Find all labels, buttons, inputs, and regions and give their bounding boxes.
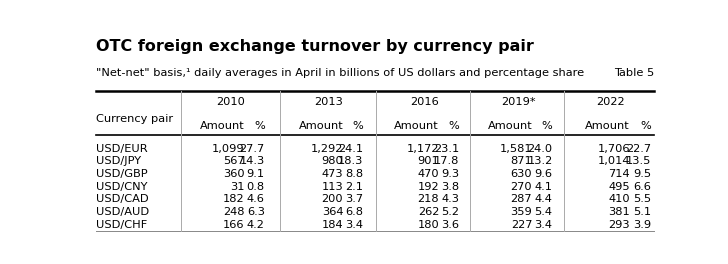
Text: Table 5: Table 5 bbox=[614, 68, 654, 78]
Text: 470: 470 bbox=[417, 169, 439, 179]
Text: 24.0: 24.0 bbox=[527, 144, 553, 154]
Text: 2010: 2010 bbox=[216, 97, 245, 107]
Text: 3.7: 3.7 bbox=[345, 194, 363, 204]
Text: 3.9: 3.9 bbox=[633, 220, 652, 230]
Text: 18.3: 18.3 bbox=[338, 156, 363, 166]
Text: 980: 980 bbox=[322, 156, 343, 166]
Text: 901: 901 bbox=[417, 156, 439, 166]
Text: USD/CNY: USD/CNY bbox=[95, 182, 147, 192]
Text: 0.8: 0.8 bbox=[247, 182, 265, 192]
Text: 17.8: 17.8 bbox=[434, 156, 459, 166]
Text: 293: 293 bbox=[608, 220, 630, 230]
Text: 3.4: 3.4 bbox=[534, 220, 553, 230]
Text: OTC foreign exchange turnover by currency pair: OTC foreign exchange turnover by currenc… bbox=[95, 39, 534, 54]
Text: 714: 714 bbox=[608, 169, 630, 179]
Text: 5.5: 5.5 bbox=[633, 194, 652, 204]
Text: 9.6: 9.6 bbox=[534, 169, 553, 179]
Text: 4.1: 4.1 bbox=[534, 182, 553, 192]
Text: 1,292: 1,292 bbox=[311, 144, 343, 154]
Text: 22.7: 22.7 bbox=[626, 144, 652, 154]
Text: 31: 31 bbox=[230, 182, 245, 192]
Text: 1,581: 1,581 bbox=[499, 144, 532, 154]
Text: %: % bbox=[542, 121, 553, 131]
Text: 9.5: 9.5 bbox=[633, 169, 652, 179]
Text: USD/EUR: USD/EUR bbox=[95, 144, 147, 154]
Text: 24.1: 24.1 bbox=[339, 144, 363, 154]
Text: 2.1: 2.1 bbox=[346, 182, 363, 192]
Text: 410: 410 bbox=[608, 194, 630, 204]
Text: 2013: 2013 bbox=[314, 97, 344, 107]
Text: 359: 359 bbox=[510, 207, 532, 217]
Text: 248: 248 bbox=[223, 207, 245, 217]
Text: 13.5: 13.5 bbox=[626, 156, 652, 166]
Text: %: % bbox=[254, 121, 265, 131]
Text: 218: 218 bbox=[417, 194, 439, 204]
Text: USD/CHF: USD/CHF bbox=[95, 220, 147, 230]
Text: 287: 287 bbox=[510, 194, 532, 204]
Text: 262: 262 bbox=[418, 207, 439, 217]
Text: 4.2: 4.2 bbox=[247, 220, 265, 230]
Text: 630: 630 bbox=[510, 169, 532, 179]
Text: USD/CAD: USD/CAD bbox=[95, 194, 148, 204]
Text: 360: 360 bbox=[223, 169, 245, 179]
Text: 2022: 2022 bbox=[596, 97, 625, 107]
Text: 8.8: 8.8 bbox=[345, 169, 363, 179]
Text: 9.1: 9.1 bbox=[247, 169, 265, 179]
Text: 3.4: 3.4 bbox=[346, 220, 363, 230]
Text: 4.3: 4.3 bbox=[441, 194, 459, 204]
Text: 2019*: 2019* bbox=[501, 97, 535, 107]
Text: 2016: 2016 bbox=[411, 97, 440, 107]
Text: 381: 381 bbox=[608, 207, 630, 217]
Text: 1,099: 1,099 bbox=[212, 144, 245, 154]
Text: 871: 871 bbox=[510, 156, 532, 166]
Text: "Net-net" basis,¹ daily averages in April in billions of US dollars and percenta: "Net-net" basis,¹ daily averages in Apri… bbox=[95, 68, 584, 78]
Text: 184: 184 bbox=[322, 220, 343, 230]
Text: %: % bbox=[353, 121, 363, 131]
Text: 192: 192 bbox=[417, 182, 439, 192]
Text: Currency pair: Currency pair bbox=[95, 114, 173, 124]
Text: Amount: Amount bbox=[298, 121, 343, 131]
Text: 1,014: 1,014 bbox=[597, 156, 630, 166]
Text: 473: 473 bbox=[322, 169, 343, 179]
Text: 182: 182 bbox=[223, 194, 245, 204]
Text: 3.6: 3.6 bbox=[441, 220, 459, 230]
Text: %: % bbox=[641, 121, 652, 131]
Text: 200: 200 bbox=[322, 194, 343, 204]
Text: USD/AUD: USD/AUD bbox=[95, 207, 149, 217]
Text: 13.2: 13.2 bbox=[527, 156, 553, 166]
Text: 567: 567 bbox=[223, 156, 245, 166]
Text: %: % bbox=[448, 121, 459, 131]
Text: 6.3: 6.3 bbox=[247, 207, 265, 217]
Text: 23.1: 23.1 bbox=[434, 144, 459, 154]
Text: USD/JPY: USD/JPY bbox=[95, 156, 141, 166]
Text: 1,706: 1,706 bbox=[597, 144, 630, 154]
Text: Amount: Amount bbox=[199, 121, 245, 131]
Text: 4.6: 4.6 bbox=[247, 194, 265, 204]
Text: 9.3: 9.3 bbox=[441, 169, 459, 179]
Text: Amount: Amount bbox=[488, 121, 532, 131]
Text: 270: 270 bbox=[510, 182, 532, 192]
Text: 5.2: 5.2 bbox=[441, 207, 459, 217]
Text: 180: 180 bbox=[417, 220, 439, 230]
Text: 27.7: 27.7 bbox=[240, 144, 265, 154]
Text: 227: 227 bbox=[511, 220, 532, 230]
Text: 113: 113 bbox=[322, 182, 343, 192]
Text: 14.3: 14.3 bbox=[240, 156, 265, 166]
Text: 5.4: 5.4 bbox=[534, 207, 553, 217]
Text: 5.1: 5.1 bbox=[633, 207, 652, 217]
Text: 3.8: 3.8 bbox=[441, 182, 459, 192]
Text: 6.8: 6.8 bbox=[346, 207, 363, 217]
Text: Amount: Amount bbox=[395, 121, 439, 131]
Text: 6.6: 6.6 bbox=[633, 182, 652, 192]
Text: 1,172: 1,172 bbox=[407, 144, 439, 154]
Text: 166: 166 bbox=[223, 220, 245, 230]
Text: 364: 364 bbox=[322, 207, 343, 217]
Text: 4.4: 4.4 bbox=[534, 194, 553, 204]
Text: USD/GBP: USD/GBP bbox=[95, 169, 147, 179]
Text: 495: 495 bbox=[608, 182, 630, 192]
Text: Amount: Amount bbox=[585, 121, 630, 131]
